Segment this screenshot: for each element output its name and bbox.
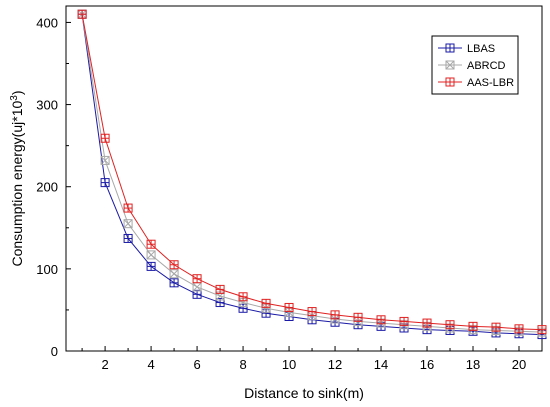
data-point — [192, 274, 202, 284]
x-tick-label: 18 — [466, 357, 480, 372]
legend-marker — [445, 60, 455, 70]
data-point — [123, 233, 133, 243]
x-tick-label: 4 — [147, 357, 154, 372]
legend-label: ABRCD — [467, 60, 506, 72]
data-point — [215, 284, 225, 294]
legend-marker — [445, 43, 455, 53]
x-tick-label: 20 — [512, 357, 526, 372]
data-point — [330, 310, 340, 320]
legend-label: AAS-LBR — [467, 77, 514, 89]
data-point — [537, 325, 547, 335]
data-point — [123, 203, 133, 213]
data-point — [468, 321, 478, 331]
series-aas-lbr — [77, 9, 547, 335]
y-axis-label: Consumption energy(uj*103) — [9, 91, 25, 267]
data-point — [100, 178, 110, 188]
x-tick-label: 16 — [420, 357, 434, 372]
data-point — [353, 312, 363, 322]
y-tick-label: 200 — [36, 180, 58, 195]
data-point — [284, 302, 294, 312]
x-tick-label: 8 — [239, 357, 246, 372]
data-point — [146, 261, 156, 271]
data-point — [100, 133, 110, 143]
legend-item: ABRCD — [438, 60, 506, 72]
data-point — [146, 250, 156, 260]
data-point — [123, 219, 133, 229]
data-point — [491, 322, 501, 332]
data-point — [238, 292, 248, 302]
y-tick-label: 0 — [51, 344, 58, 359]
y-tick-label: 100 — [36, 262, 58, 277]
data-point — [77, 9, 87, 19]
data-point — [376, 315, 386, 325]
x-axis-label: Distance to sink(m) — [244, 385, 364, 401]
data-point — [261, 298, 271, 308]
data-point — [422, 318, 432, 328]
legend-label: LBAS — [467, 43, 495, 55]
x-tick-label: 10 — [282, 357, 296, 372]
data-point — [146, 239, 156, 249]
data-point — [261, 308, 271, 318]
data-point — [445, 320, 455, 330]
y-axis-label-tail: ) — [9, 91, 25, 96]
plot-frame — [65, 5, 543, 352]
x-tick-label: 12 — [328, 357, 342, 372]
x-tick-label: 6 — [193, 357, 200, 372]
legend-item: AAS-LBR — [438, 77, 514, 89]
data-point — [192, 282, 202, 292]
data-point — [169, 260, 179, 270]
data-point — [169, 269, 179, 279]
x-tick-label: 14 — [374, 357, 388, 372]
data-point — [100, 155, 110, 165]
data-point — [192, 289, 202, 299]
data-point — [399, 316, 409, 326]
y-axis-label-main: Consumption energy(uj*10 — [9, 101, 25, 267]
data-point — [307, 307, 317, 317]
data-point — [238, 303, 248, 313]
data-point — [514, 324, 524, 334]
legend-item: LBAS — [438, 43, 495, 55]
data-point — [169, 278, 179, 288]
y-tick-label: 300 — [36, 98, 58, 113]
x-tick-label: 2 — [101, 357, 108, 372]
legend-marker — [445, 77, 455, 87]
y-axis-label-superscript: 3 — [9, 95, 20, 101]
y-tick-label: 400 — [36, 15, 58, 30]
